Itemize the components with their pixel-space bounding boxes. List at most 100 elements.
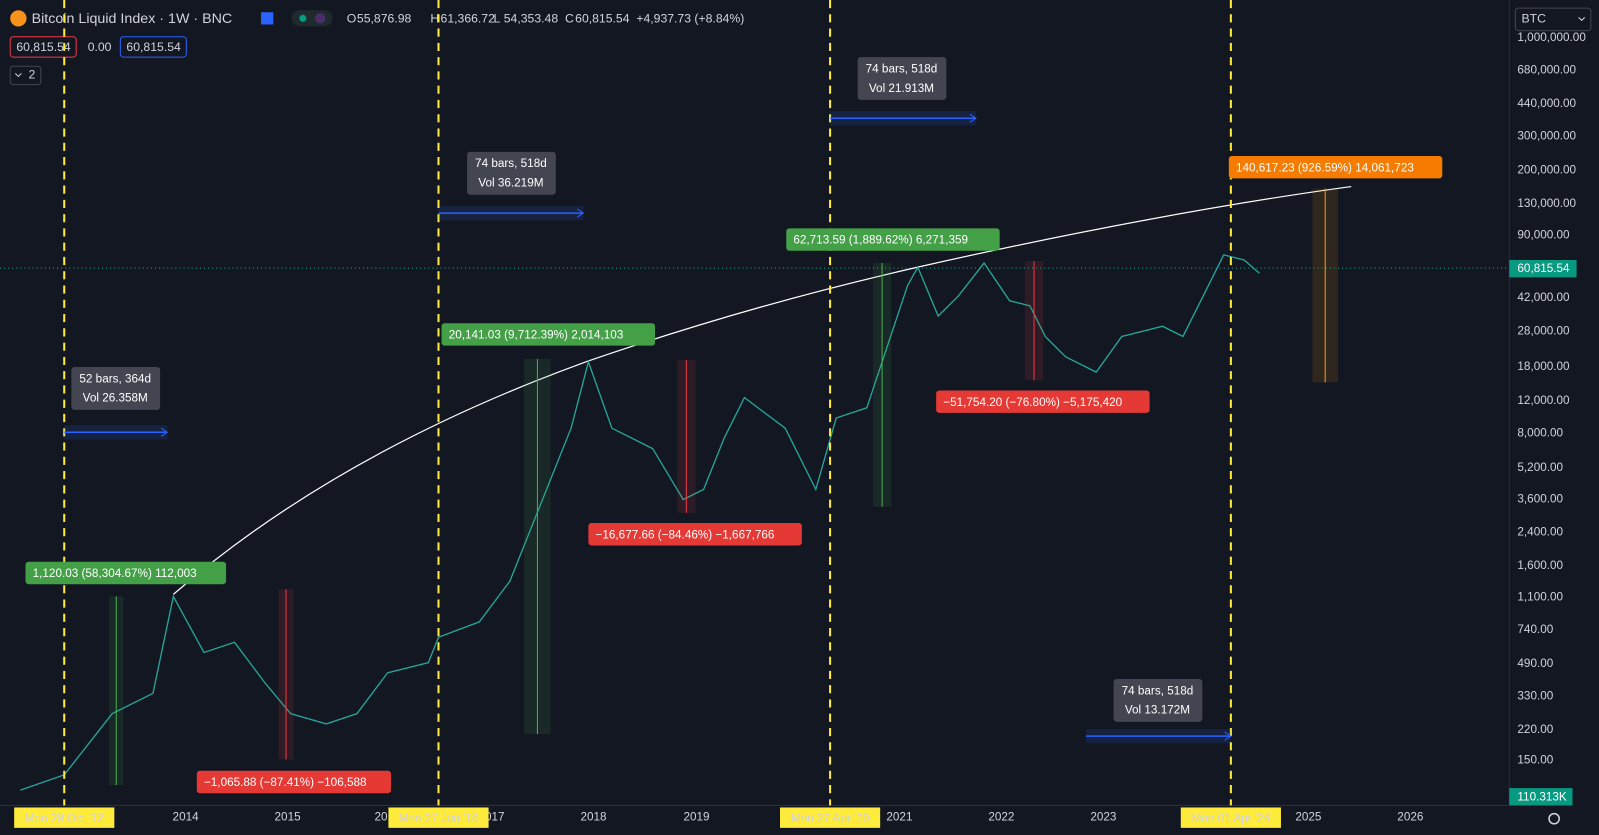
range-head	[1224, 731, 1232, 741]
price-tick-label: 90,000.00	[1517, 229, 1570, 242]
price-tick-label: 5,200.00	[1517, 461, 1563, 474]
time-tick-label: 2019	[683, 811, 709, 824]
ohlc-label: H	[430, 12, 439, 26]
price-tick-label: 3,600.00	[1517, 493, 1563, 506]
price-tick-label: 330.00	[1517, 689, 1553, 702]
trend-curve	[172, 185, 1352, 595]
ohlc-label: O	[347, 12, 357, 26]
last-price: 60,815.54	[1517, 262, 1570, 275]
range-bars: 74 bars, 518d	[475, 157, 547, 170]
dropdown-arrow	[1578, 16, 1586, 22]
measure-label-box	[441, 323, 655, 346]
measure-label-box	[196, 770, 391, 794]
measure-label-box	[588, 523, 802, 546]
price-tick-label: 680,000.00	[1517, 63, 1576, 76]
ohlc-value: 60,815.54	[575, 12, 630, 26]
cycle-date-badge	[1180, 807, 1281, 828]
range-head	[576, 208, 585, 218]
input-value: 0.00	[88, 40, 112, 54]
price-tick-label: 150.00	[1517, 754, 1553, 767]
input-value: 60,815.54	[126, 40, 181, 54]
range-head	[969, 113, 977, 123]
cycle-date-badge	[14, 807, 115, 828]
toggle-arrow	[14, 73, 22, 78]
price-tick-label: 1,000,000.00	[1517, 31, 1586, 44]
measure-label-box	[1228, 155, 1443, 179]
volume-badge	[1509, 788, 1573, 806]
measure-label: 62,713.59 (1,889.62%) 6,271,359	[793, 234, 968, 247]
input-box	[119, 36, 187, 58]
time-tick-label: 2021	[886, 811, 912, 824]
price-tick-label: 12,000.00	[1517, 394, 1570, 407]
currency-text: BTC	[1521, 12, 1546, 26]
range-volume: Vol 26.358M	[83, 392, 148, 405]
cycle-date: Mon 27 Apr '20	[791, 812, 870, 825]
range-volume: Vol 36.219M	[478, 177, 543, 190]
price-tick-label: 1,600.00	[1517, 559, 1563, 572]
measure-label: 1,120.03 (58,304.67%) 112,003	[33, 567, 197, 580]
price-tick-label: 18,000.00	[1517, 360, 1570, 373]
ohlc-value: 61,366.72	[441, 12, 496, 26]
last-price-badge	[1509, 259, 1577, 278]
price-tick-label: 220.00	[1517, 723, 1553, 736]
price-tick-label: 8,000.00	[1517, 426, 1563, 439]
range-box	[467, 151, 556, 195]
status-dot	[299, 14, 307, 22]
price-tick-label: 42,000.00	[1517, 291, 1570, 304]
change-value: +4,937.73 (+8.84%)	[636, 12, 744, 26]
symbol-icon	[10, 10, 27, 27]
flag-icon	[261, 12, 274, 25]
status-dot	[315, 13, 326, 24]
range-head	[160, 427, 169, 437]
currency-dropdown[interactable]	[1514, 7, 1592, 32]
price-tick-label: 440,000.00	[1517, 97, 1576, 110]
price-tick-label: 2,400.00	[1517, 525, 1563, 538]
input-value: 60,815.54	[16, 40, 71, 54]
range-bars: 52 bars, 364d	[79, 372, 151, 385]
cycle-date-badge	[780, 807, 881, 828]
range-volume: Vol 21.913M	[869, 82, 934, 95]
measure-label: 20,141.03 (9,712.39%) 2,014,103	[449, 329, 624, 342]
measure-label: −1,065.88 (−87.41%) −106,588	[204, 776, 367, 789]
range-box	[1113, 679, 1203, 722]
measure-label-box	[936, 390, 1150, 413]
measure-label-box	[786, 228, 1000, 251]
indicator-toggle[interactable]	[9, 65, 42, 86]
measure-label: −16,677.66 (−84.46%) −1,667,766	[596, 528, 775, 541]
range-bars: 74 bars, 518d	[1122, 684, 1194, 697]
time-tick-label: 2015	[275, 811, 302, 824]
input-box	[9, 36, 77, 58]
range-box	[71, 367, 161, 410]
cycle-date: Mon 27 Jun '16	[399, 812, 479, 825]
measure-label: −51,754.20 (−76.80%) −5,175,420	[943, 396, 1122, 409]
settings-icon[interactable]	[1548, 812, 1560, 825]
measure-label: 140,617.23 (926.59%) 14,061,723	[1236, 161, 1414, 174]
symbol-title: Bitcoin Liquid Index · 1W · BNC	[32, 11, 233, 27]
time-tick-label: 2018	[580, 811, 607, 824]
price-tick-label: 300,000.00	[1517, 130, 1576, 143]
range-volume: Vol 13.172M	[1125, 704, 1190, 717]
ohlc-value: 55,876.98	[357, 12, 412, 26]
time-tick-label: 2014	[173, 811, 200, 824]
time-tick-label: 2026	[1397, 811, 1423, 824]
ohlc-value: 54,353.48	[504, 12, 559, 26]
cycle-date-badge	[388, 807, 489, 828]
price-tick-label: 740.00	[1517, 623, 1553, 636]
price-tick-label: 200,000.00	[1517, 163, 1576, 176]
volume-value: 110.313K	[1517, 790, 1566, 803]
price-tick-label: 130,000.00	[1517, 197, 1576, 210]
indicator-count: 2	[29, 68, 36, 82]
time-tick-label: 2022	[988, 811, 1014, 824]
price-tick-label: 490.00	[1517, 657, 1553, 670]
ohlc-label: L	[494, 12, 501, 26]
cycle-date: Mon 01 Apr '24	[1192, 812, 1271, 825]
price-tick-label: 28,000.00	[1517, 324, 1570, 337]
ohlc-label: C	[565, 12, 574, 26]
range-box	[857, 57, 947, 100]
cycle-date: Mon 29 Oct '12	[25, 812, 104, 825]
time-tick-label: 2025	[1295, 811, 1322, 824]
price-tick-label: 1,100.00	[1517, 591, 1563, 604]
price-axis-panel	[1509, 0, 1599, 835]
time-tick-label: 2023	[1090, 811, 1116, 824]
range-bars: 74 bars, 518d	[866, 62, 938, 75]
